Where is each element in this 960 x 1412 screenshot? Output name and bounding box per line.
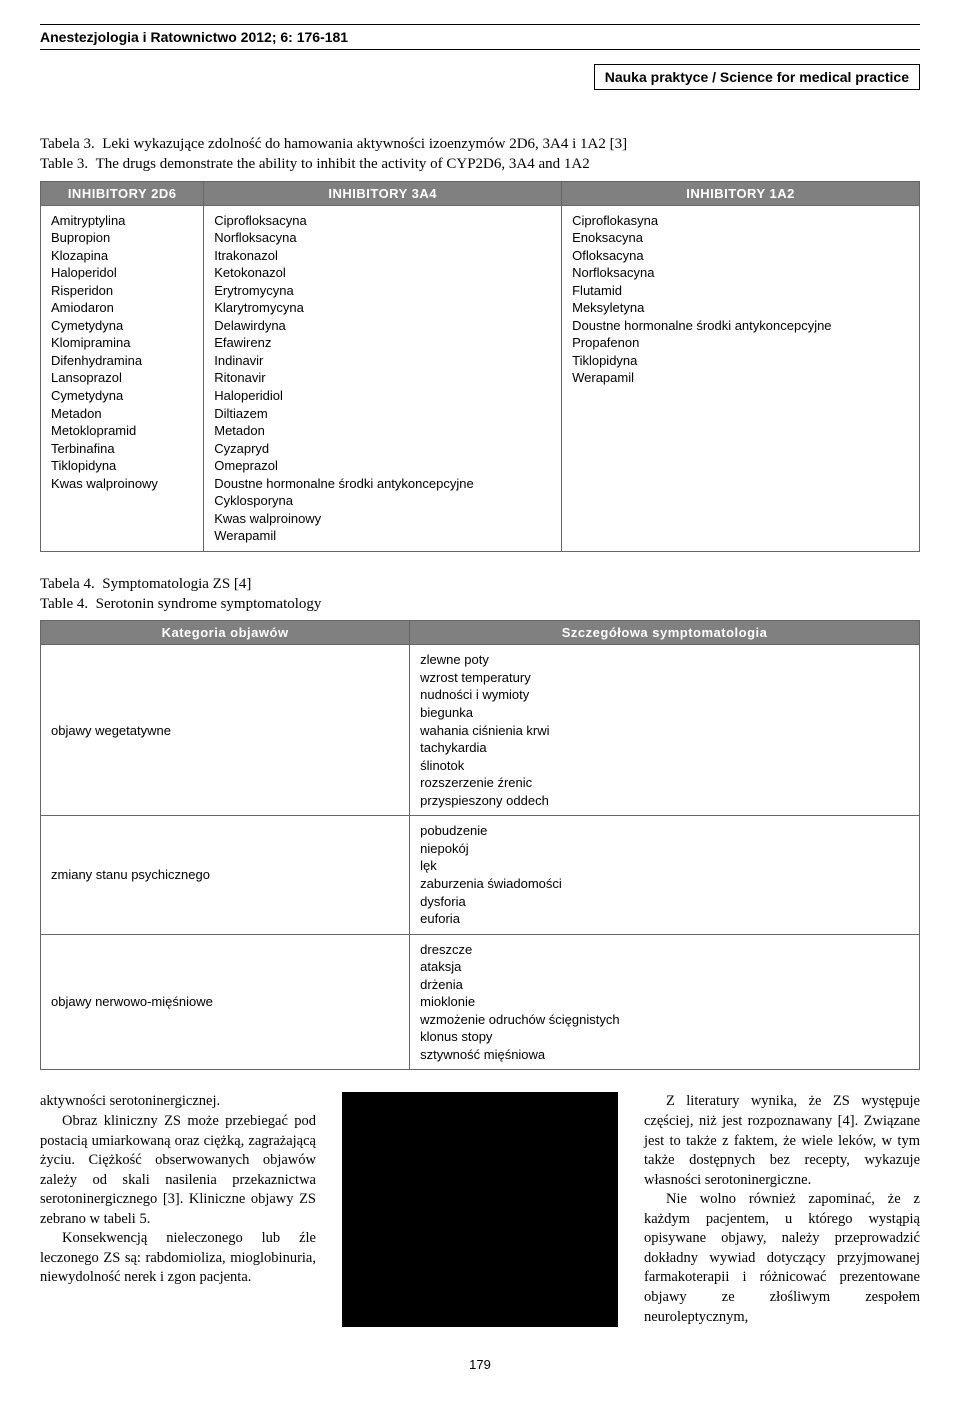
table3-header-1a2: INHIBITORY 1A2 xyxy=(562,181,920,205)
table4-header-symptoms: Szczegółowa symptomatologia xyxy=(410,621,920,645)
table-row: objawy nerwowo-mięśniowedreszczeataksjad… xyxy=(41,934,920,1070)
table4-caption: Tabela 4. Symptomatologia ZS [4] Table 4… xyxy=(40,574,920,615)
table4: Kategoria objawów Szczegółowa symptomato… xyxy=(40,620,920,1070)
table-row: objawy wegetatywnezlewne potywzrost temp… xyxy=(41,645,920,816)
body-left-column: aktywności serotoninergicznej. Obraz kli… xyxy=(40,1092,316,1327)
table4-category-cell: zmiany stanu psychicznego xyxy=(41,816,410,934)
table4-body: objawy wegetatywnezlewne potywzrost temp… xyxy=(41,645,920,1070)
body-right-p1: Z literatury wynika, że ZS występuje czę… xyxy=(644,1092,920,1190)
table3-caption-en-text: The drugs demonstrate the ability to inh… xyxy=(96,156,590,172)
table4-header-category: Kategoria objawów xyxy=(41,621,410,645)
table4-symptom-cell: pobudzenieniepokójlękzaburzenia świadomo… xyxy=(410,816,920,934)
table3-caption-pl-label: Tabela 3. xyxy=(40,136,95,152)
body-left-p2: Obraz kliniczny ZS może przebiegać pod p… xyxy=(40,1112,316,1229)
body-left-p3: Konsekwencją nieleczonego lub źle leczon… xyxy=(40,1229,316,1288)
column-separator xyxy=(342,1092,618,1327)
table4-caption-en-text: Serotonin syndrome symptomatology xyxy=(96,596,322,612)
table3-caption-en-label: Table 3. xyxy=(40,156,88,172)
table3-caption: Tabela 3. Leki wykazujące zdolność do ha… xyxy=(40,134,920,175)
page-number: 179 xyxy=(40,1357,920,1372)
body-right-column: Z literatury wynika, że ZS występuje czę… xyxy=(644,1092,920,1327)
table4-caption-en-label: Table 4. xyxy=(40,596,88,612)
table3: INHIBITORY 2D6 INHIBITORY 3A4 INHIBITORY… xyxy=(40,181,920,552)
body-right-p2: Nie wolno również zapominać, że z każdym… xyxy=(644,1190,920,1327)
table3-caption-pl-text: Leki wykazujące zdolność do hamowania ak… xyxy=(102,136,627,152)
table4-caption-pl-label: Tabela 4. xyxy=(40,576,95,592)
table3-header-3a4: INHIBITORY 3A4 xyxy=(204,181,562,205)
table4-caption-pl-text: Symptomatologia ZS [4] xyxy=(102,576,251,592)
science-practice-box: Nauka praktyce / Science for medical pra… xyxy=(594,64,920,90)
table3-header-2d6: INHIBITORY 2D6 xyxy=(41,181,204,205)
table4-category-cell: objawy wegetatywne xyxy=(41,645,410,816)
article-body: aktywności serotoninergicznej. Obraz kli… xyxy=(40,1092,920,1327)
table-row: zmiany stanu psychicznegopobudzenieniepo… xyxy=(41,816,920,934)
running-header: Anestezjologia i Ratownictwo 2012; 6: 17… xyxy=(40,24,920,50)
table3-col-1a2: CiproflokasynaEnoksacynaOfloksacynaNorfl… xyxy=(562,205,920,551)
table4-category-cell: objawy nerwowo-mięśniowe xyxy=(41,934,410,1070)
body-left-p1: aktywności serotoninergicznej. xyxy=(40,1092,316,1112)
table4-symptom-cell: zlewne potywzrost temperaturynudności i … xyxy=(410,645,920,816)
table3-col-3a4: CiprofloksacynaNorfloksacynaItrakonazolK… xyxy=(204,205,562,551)
table3-col-2d6: AmitryptylinaBupropionKlozapinaHaloperid… xyxy=(41,205,204,551)
table4-symptom-cell: dreszczeataksjadrżeniamiokloniewzmożenie… xyxy=(410,934,920,1070)
